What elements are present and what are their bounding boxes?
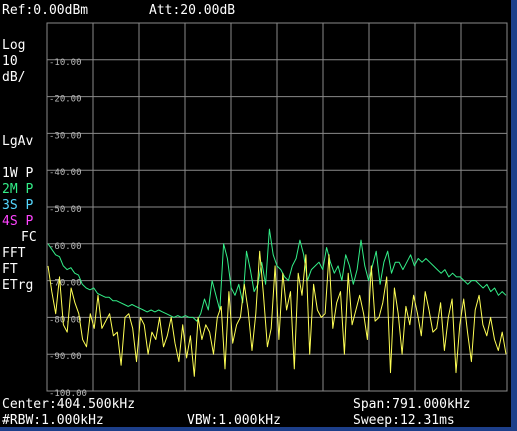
screen-frame-bottom	[0, 427, 517, 431]
y-tick-label: -100.00	[49, 389, 87, 399]
y-tick-label: -20.00	[49, 95, 82, 105]
y-tick-label: -10.00	[49, 58, 82, 68]
y-tick-label: -70.00	[49, 279, 82, 289]
sweep-readout: Sweep:12.31ms	[353, 413, 455, 428]
y-tick-label: -30.00	[49, 131, 82, 141]
y-tick-label: -60.00	[49, 242, 82, 252]
ref-level-readout: Ref:0.00dBm	[2, 3, 89, 18]
y-tick-label: -90.00	[49, 352, 82, 362]
vbw-readout: VBW:1.000kHz	[187, 413, 281, 428]
scale-value-label: 10	[2, 54, 18, 69]
trace-1-indicator: 1W P	[2, 166, 34, 181]
y-tick-label: -80.00	[49, 315, 82, 325]
ft-indicator: FT	[2, 262, 18, 277]
scale-type-label: Log	[2, 38, 26, 53]
trace-4-indicator: 4S P	[2, 214, 34, 229]
center-frequency-readout: Center:404.500kHz	[2, 397, 136, 412]
span-readout: Span:791.000kHz	[353, 397, 471, 412]
fft-indicator: FFT	[2, 246, 26, 261]
screen-frame-right	[511, 0, 517, 431]
trace-2-indicator: 2M P	[2, 182, 34, 197]
fc-indicator: FC	[21, 230, 37, 245]
scale-unit-label: dB/	[2, 70, 26, 85]
y-tick-label: -40.00	[49, 168, 82, 178]
trace-live	[47, 250, 507, 377]
averaging-label: LgAv	[2, 134, 34, 149]
trace-3-indicator: 3S P	[2, 198, 34, 213]
etrg-indicator: ETrg	[2, 278, 34, 293]
trace-max-hold	[47, 228, 507, 322]
y-tick-label: -50.00	[49, 205, 82, 215]
rbw-readout: #RBW:1.000kHz	[2, 413, 104, 428]
attenuation-readout: Att:20.00dB	[149, 3, 236, 18]
